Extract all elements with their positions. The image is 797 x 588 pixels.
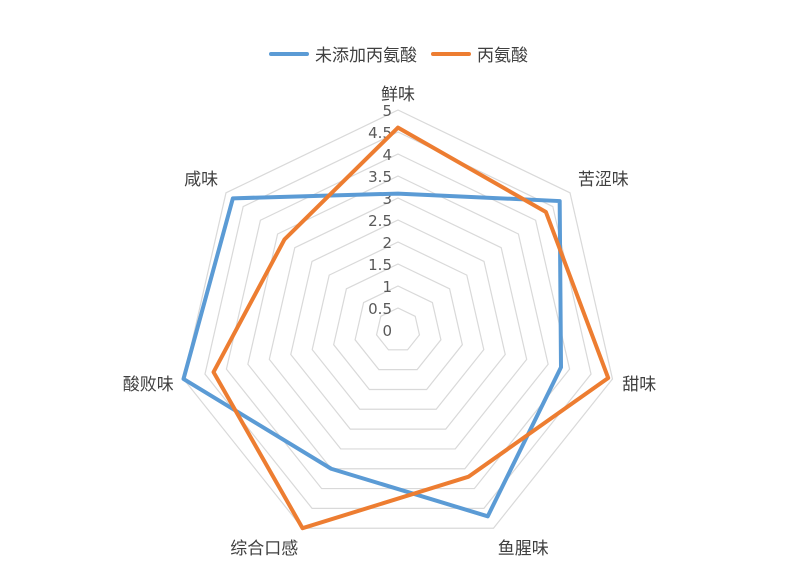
axis-label: 综合口感 <box>230 539 298 559</box>
axis-label: 甜味 <box>622 375 656 395</box>
legend-label-series-1: 未添加丙氨酸 <box>315 46 417 66</box>
tick-label: 0 <box>382 322 392 340</box>
series-line-1 <box>181 191 564 519</box>
legend-item-series-1[interactable]: 未添加丙氨酸 <box>269 41 417 66</box>
tick-label: 1 <box>382 278 392 296</box>
grid-ring <box>247 175 549 470</box>
grid-ring <box>375 307 421 351</box>
grid-ring <box>354 285 442 371</box>
tick-label: 5 <box>382 102 392 120</box>
legend-item-series-2[interactable]: 丙氨酸 <box>431 41 528 66</box>
axis-label: 苦涩味 <box>578 170 629 190</box>
axis-label: 鱼腥味 <box>498 539 549 559</box>
axis-label: 咸味 <box>184 170 218 190</box>
series-line-2 <box>211 125 611 531</box>
grid-ring <box>268 197 528 450</box>
legend-swatch-series-2 <box>431 51 471 56</box>
grid-ring <box>182 109 614 529</box>
grid-ring <box>311 241 485 410</box>
tick-label: 0.5 <box>368 300 392 318</box>
legend-swatch-series-1 <box>269 51 309 56</box>
tick-label: 3 <box>382 190 392 208</box>
grid-ring <box>333 263 463 391</box>
tick-label: 2.5 <box>368 212 392 230</box>
axis-label: 酸败味 <box>123 375 174 395</box>
tick-label: 2 <box>382 234 392 252</box>
tick-label: 4 <box>382 146 392 164</box>
grid-ring <box>204 131 592 509</box>
tick-label: 1.5 <box>368 256 392 274</box>
grid-ring <box>290 219 506 430</box>
legend: 未添加丙氨酸 丙氨酸 <box>0 41 797 66</box>
legend-label-series-2: 丙氨酸 <box>477 46 528 66</box>
tick-label: 3.5 <box>368 168 392 186</box>
axis-label: 鲜味 <box>381 85 415 105</box>
